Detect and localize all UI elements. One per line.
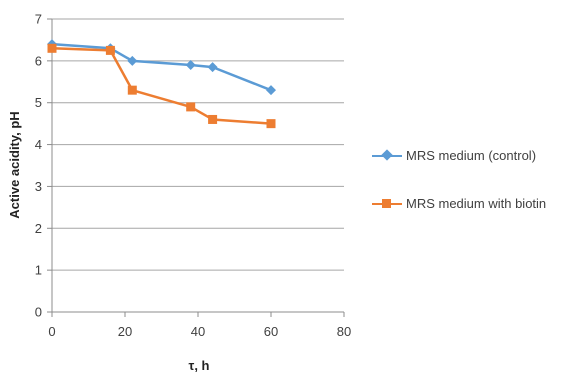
y-tick-label-0: 0: [35, 305, 42, 320]
y-tick-label-4: 4: [35, 137, 42, 152]
legend-swatch-control: [372, 148, 402, 164]
y-tick-label-3: 3: [35, 179, 42, 194]
legend: MRS medium (control) MRS medium with bio…: [372, 148, 562, 244]
legend-swatch-biotin: [372, 196, 402, 212]
series-1-point-4: [208, 114, 218, 124]
x-tick-label-20: 20: [118, 324, 132, 339]
y-tick-labels: 0 1 2 3 4 5 6 7: [35, 12, 42, 320]
series-1-point-0: [47, 43, 57, 53]
x-tick-labels: 0 20 40 60 80: [48, 324, 351, 339]
y-tick-label-7: 7: [35, 12, 42, 27]
series-0-point-2: [127, 55, 138, 66]
x-tick-label-80: 80: [337, 324, 351, 339]
series-1-point-3: [186, 102, 196, 112]
x-tick-label-0: 0: [48, 324, 55, 339]
y-axis-title: Active acidity, pH: [7, 111, 22, 218]
gridlines: [52, 18, 344, 271]
x-axis-title: τ, h: [189, 358, 210, 373]
legend-item-control: MRS medium (control): [372, 148, 562, 166]
series-line-0: [51, 42, 272, 92]
series-1-point-1: [105, 45, 115, 55]
series-0-point-3: [185, 60, 196, 71]
legend-item-biotin: MRS medium with biotin: [372, 196, 562, 214]
legend-label-control: MRS medium (control): [406, 148, 537, 163]
legend-label-biotin: MRS medium with biotin: [406, 196, 547, 211]
series-group: [47, 39, 276, 129]
series-1-point-2: [127, 85, 137, 95]
series-1-point-5: [266, 119, 276, 129]
x-tick-label-40: 40: [191, 324, 205, 339]
y-tick-label-5: 5: [35, 95, 42, 110]
y-tick-label-1: 1: [35, 263, 42, 278]
series-0-point-5: [266, 85, 276, 96]
y-tick-label-6: 6: [35, 53, 42, 68]
series-line-1: [51, 47, 272, 125]
series-0-point-4: [207, 62, 218, 73]
x-tick-label-60: 60: [264, 324, 278, 339]
y-tick-label-2: 2: [35, 221, 42, 236]
axes: [47, 18, 345, 317]
